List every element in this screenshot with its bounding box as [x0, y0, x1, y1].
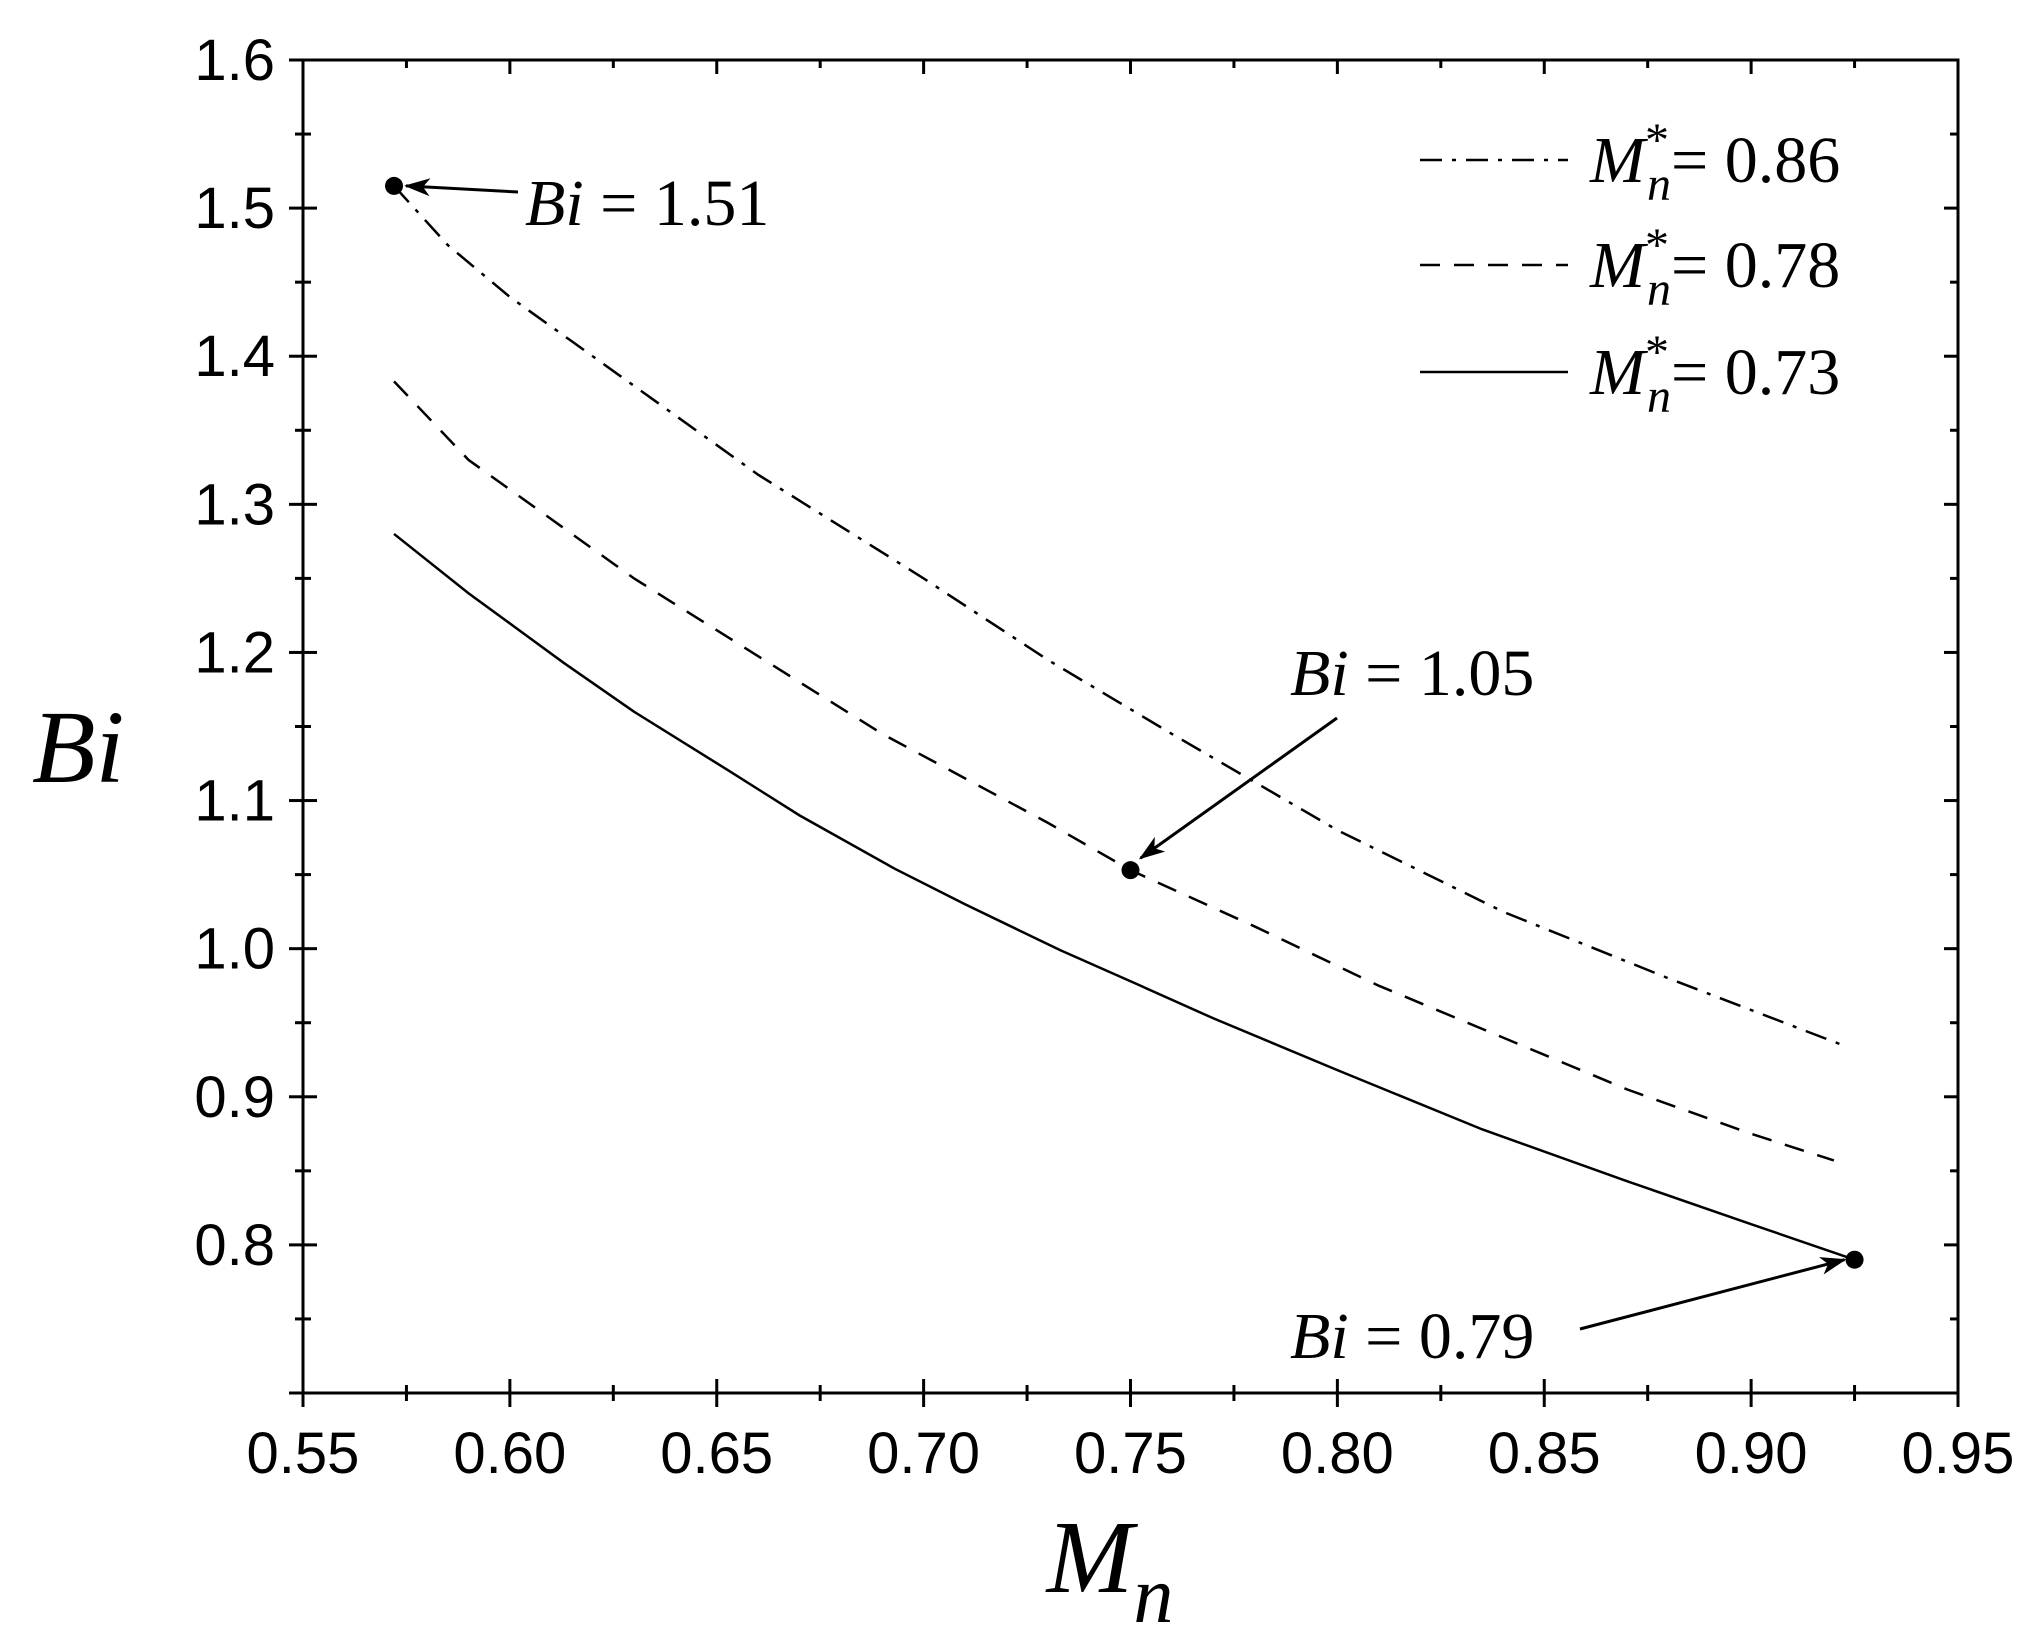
annotation-label: Bi = 1.51 — [525, 167, 769, 240]
annotation-arrow — [404, 178, 519, 197]
annotation-prefix: Bi — [1290, 637, 1349, 710]
annotation-label: Bi = 0.79 — [1290, 1300, 1534, 1373]
x-tick-label: 0.75 — [1074, 1421, 1187, 1486]
y-tick-label: 1.0 — [194, 917, 275, 982]
y-tick-label: 0.8 — [194, 1213, 275, 1278]
legend-value: = 0.73 — [1671, 336, 1840, 409]
annotation-prefix: Bi — [1290, 1300, 1349, 1373]
x-tick-label: 0.70 — [867, 1421, 980, 1486]
series-group — [393, 185, 1855, 1261]
x-tick-label: 0.60 — [453, 1421, 566, 1486]
annotation-arrow — [1579, 1257, 1847, 1331]
legend-sub: n — [1647, 158, 1671, 211]
legend: M* n= 0.86M* n= 0.78M* n= 0.73 — [1420, 114, 1840, 423]
legend-symbol: M — [1589, 336, 1649, 409]
x-tick-label: 0.80 — [1281, 1421, 1394, 1486]
x-tick-label: 0.95 — [1902, 1421, 2015, 1486]
annotation-value: = 1.51 — [584, 167, 770, 240]
x-axis-label: Mn — [1045, 1500, 1174, 1640]
axis-labels: Mn Bi — [32, 690, 1173, 1640]
legend-label: M* n= 0.73 — [1589, 326, 1840, 423]
y-tick-label: 1.4 — [194, 324, 275, 389]
legend-symbol: M — [1589, 124, 1649, 197]
annotation-prefix: Bi — [525, 167, 584, 240]
legend-symbol: M — [1589, 229, 1649, 302]
legend-sup: * — [1645, 114, 1669, 167]
y-tick-label: 1.1 — [194, 769, 275, 834]
y-tick-label: 1.2 — [194, 620, 275, 685]
legend-sub: n — [1647, 370, 1671, 423]
series-line — [393, 185, 1843, 1047]
y-tick-label: 1.6 — [194, 28, 275, 93]
y-tick-label: 1.3 — [194, 472, 275, 537]
y-tick-label: 0.9 — [194, 1065, 275, 1130]
x-tick-label: 0.65 — [660, 1421, 773, 1486]
series-line — [393, 380, 1835, 1162]
plot-area: 0.55 0.60 0.65 0.70 0.75 0.80 0.85 0.90 0.95 0.8 0… — [194, 28, 2014, 1486]
y-axis-label: Bi — [32, 690, 124, 805]
x-axis-subscript: n — [1133, 1552, 1173, 1640]
y-tick-label: 1.5 — [194, 176, 275, 241]
legend-sup: * — [1645, 219, 1669, 272]
annotation-point — [385, 176, 404, 195]
legend-value: = 0.78 — [1671, 229, 1840, 302]
annotation-label: Bi = 1.05 — [1290, 637, 1534, 710]
annotation-point — [1121, 861, 1140, 880]
legend-label: M* n= 0.86 — [1589, 114, 1840, 211]
legend-sup: * — [1645, 326, 1669, 379]
annotation-value: = 0.79 — [1349, 1300, 1535, 1373]
x-tick-label: 0.85 — [1488, 1421, 1601, 1486]
annotation-value: = 1.05 — [1349, 637, 1535, 710]
series-line — [393, 532, 1855, 1261]
x-tick-label: 0.55 — [247, 1421, 360, 1486]
x-axis-symbol: M — [1045, 1500, 1139, 1615]
legend-label: M* n= 0.78 — [1589, 219, 1840, 316]
legend-sub: n — [1647, 263, 1671, 316]
x-tick-label: 0.90 — [1695, 1421, 1808, 1486]
annotation-arrow — [1138, 716, 1338, 860]
legend-value: = 0.86 — [1671, 124, 1840, 197]
annotation-point — [1845, 1250, 1864, 1269]
